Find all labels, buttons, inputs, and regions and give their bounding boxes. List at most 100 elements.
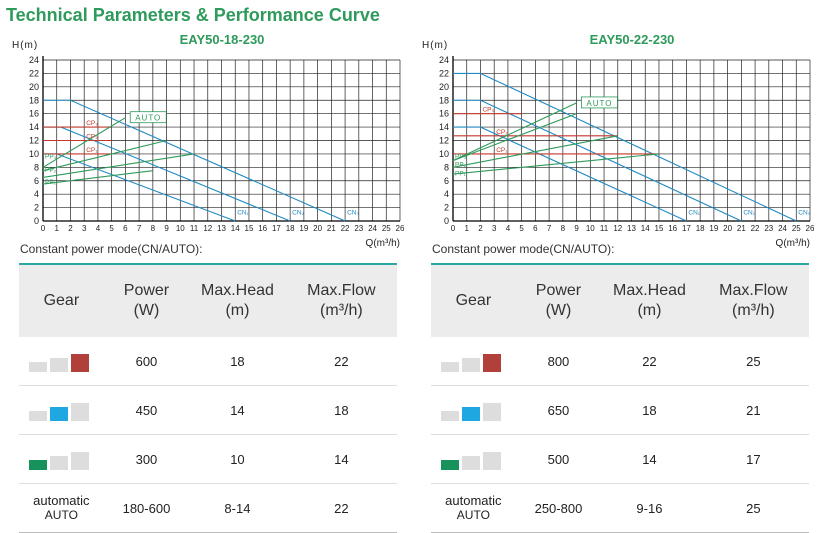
- gear-bar: [483, 354, 502, 372]
- x-tick-label: 5: [109, 224, 114, 233]
- power-cell: 450: [103, 385, 190, 435]
- x-tick-label: 1: [55, 224, 60, 233]
- mode-label-right: Constant power mode(CN/AUTO):: [432, 242, 615, 256]
- x-tick-label: 6: [533, 224, 538, 233]
- head-cell: 18: [189, 337, 286, 386]
- head-header: Max.Head (m): [612, 282, 686, 319]
- y-tick-label: 14: [439, 122, 449, 132]
- head-cell: 14: [189, 385, 286, 435]
- gear-cell: [431, 434, 516, 484]
- gear-bar: [71, 403, 90, 421]
- x-tick-label: 19: [299, 224, 308, 233]
- y-tick-label: 20: [439, 82, 449, 92]
- power-header: Power (W): [123, 282, 170, 319]
- x-tick-label: 13: [217, 224, 226, 233]
- flow-cell: 14: [285, 434, 397, 484]
- gear-header: Gear: [43, 292, 80, 309]
- series-annotation: CP₂: [496, 129, 508, 136]
- head-cell: 22: [601, 337, 698, 386]
- gear-cell: [19, 434, 104, 484]
- head-cell: 10: [189, 434, 286, 484]
- series-line-cn: [453, 99, 742, 222]
- gear-bar: [29, 362, 48, 372]
- x-tick-label: 8: [561, 224, 566, 233]
- flow-cell: 18: [285, 385, 397, 435]
- series-line-cn: [453, 126, 687, 222]
- x-tick-label: 5: [519, 224, 524, 233]
- auto-label-box: [129, 111, 167, 124]
- gear-bar: [441, 460, 460, 470]
- series-annotation-auto: AUTO: [135, 114, 161, 123]
- series-annotation: CP₃: [86, 120, 98, 127]
- x-tick-label: 3: [82, 224, 87, 233]
- gear-bar: [462, 407, 481, 421]
- y-tick-label: 12: [29, 136, 39, 146]
- x-tick-label: 10: [586, 224, 595, 233]
- page-title: Technical Parameters & Performance Curve: [6, 5, 380, 25]
- x-tick-label: 10: [176, 224, 185, 233]
- series-annotation: PP₁: [455, 170, 467, 177]
- gear-level-low-icon: [29, 448, 93, 470]
- head-cell: 18: [601, 385, 698, 435]
- series-annotation: CN₁: [688, 209, 700, 216]
- x-tick-label: 12: [203, 224, 212, 233]
- x-tick-label: 0: [41, 224, 46, 233]
- series-annotation: CN₁: [237, 209, 249, 216]
- x-tick-label: 11: [600, 224, 609, 233]
- x-tick-label: 19: [709, 224, 718, 233]
- series-line-cn: [453, 72, 797, 222]
- series-annotation: CN₃: [347, 209, 359, 216]
- y-tick-label: 14: [29, 122, 39, 132]
- gear-cell: [431, 337, 516, 386]
- gear-cell: [431, 385, 516, 435]
- x-tick-label: 26: [806, 224, 815, 233]
- y-tick-label: 10: [29, 149, 39, 159]
- x-tick-label: 25: [382, 224, 391, 233]
- gear-level-medium-icon: [441, 399, 505, 421]
- x-tick-label: 20: [313, 224, 322, 233]
- series-line-pp: [452, 113, 577, 162]
- series-line-auto: [42, 117, 126, 168]
- gear-header: Gear: [455, 292, 492, 309]
- y-axis-label: H(m): [12, 40, 38, 51]
- x-tick-label: 12: [613, 224, 622, 233]
- y-tick-label: 22: [29, 68, 39, 78]
- y-tick-label: 16: [439, 109, 449, 119]
- gear-level-medium-icon: [29, 399, 93, 421]
- x-tick-label: 3: [492, 224, 497, 233]
- table-header-row: Gear Power (W) Max.Head (m) Max.Flow (m³/h): [431, 264, 809, 337]
- y-tick-label: 4: [444, 189, 449, 199]
- series-annotation: PP₂: [455, 162, 467, 169]
- x-tick-label: 7: [137, 224, 142, 233]
- x-tick-label: 22: [751, 224, 760, 233]
- y-tick-label: 24: [439, 55, 449, 65]
- flow-cell: 17: [697, 434, 809, 484]
- y-tick-label: 10: [439, 149, 449, 159]
- x-tick-label: 11: [190, 224, 199, 233]
- x-tick-label: 14: [641, 224, 650, 233]
- gear-bar: [483, 403, 502, 421]
- x-tick-label: 8: [151, 224, 156, 233]
- series-annotation: PP₃: [455, 154, 467, 161]
- y-tick-label: 8: [34, 162, 39, 172]
- series-line-pp: [42, 153, 195, 178]
- power-cell: 300: [103, 434, 190, 484]
- table-row-auto: automatic AUTO 180-600 8-14 22: [19, 483, 397, 533]
- table-row: 300 10 14: [19, 434, 397, 484]
- gear-bar: [462, 358, 481, 372]
- series-annotation: CP₂: [86, 134, 98, 141]
- table-row: 650 18 21: [431, 385, 809, 435]
- gear-bar: [462, 456, 481, 470]
- x-tick-label: 24: [778, 224, 787, 233]
- y-tick-label: 6: [444, 176, 449, 186]
- x-tick-label: 14: [231, 224, 240, 233]
- power-header: Power (W): [535, 282, 582, 319]
- gear-bar: [483, 452, 502, 470]
- gear-cell: [19, 385, 104, 435]
- head-header: Max.Head (m): [200, 282, 274, 319]
- power-cell: 600: [103, 337, 190, 386]
- y-tick-label: 4: [34, 189, 39, 199]
- gear-bar: [441, 362, 460, 372]
